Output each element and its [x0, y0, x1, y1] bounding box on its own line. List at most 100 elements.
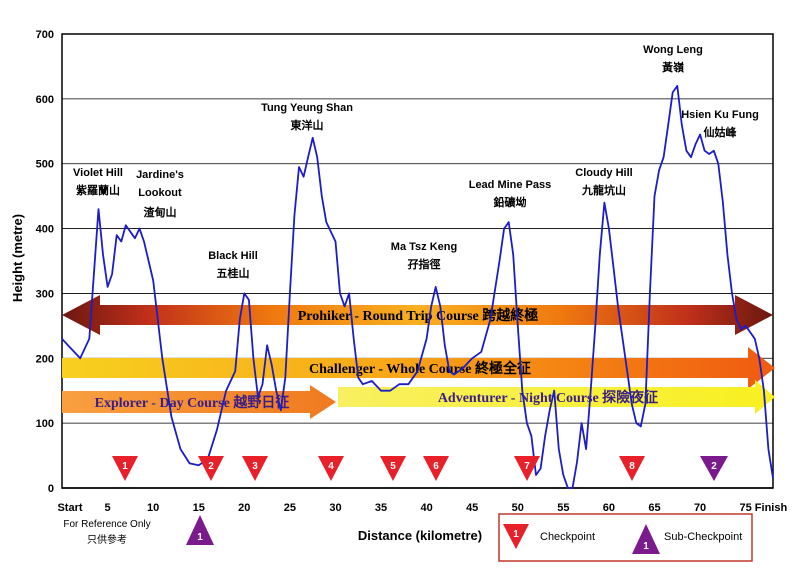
- peak-label-violet-hill: Violet Hill: [73, 167, 123, 179]
- peak-label-jardines: Jardine's: [136, 169, 184, 181]
- peak-label-wong-leng-zh: 黃嶺: [661, 60, 684, 74]
- checkpoint-number: 5: [390, 461, 396, 472]
- reference-note-en: For Reference Only: [63, 519, 150, 530]
- checkpoint-4: 4: [318, 456, 344, 481]
- peak-label-ma-tsz-keng-zh: 孖指徑: [408, 257, 441, 271]
- peak-labels: Violet Hill 紫羅蘭山 Jardine's Lookout 渣甸山 B…: [73, 44, 759, 280]
- sub-checkpoint-number: 2: [711, 461, 717, 472]
- x-tick-label: Finish: [755, 502, 788, 514]
- checkpoint-number: 6: [433, 461, 439, 472]
- peak-label-jardines-zh: 渣甸山: [144, 205, 177, 219]
- explorer-arrow-shape: [62, 385, 336, 419]
- checkpoint-2: 2: [198, 456, 224, 481]
- x-tick-label: 25: [284, 502, 296, 514]
- checkpoint-marker: [514, 456, 540, 481]
- y-tick-label: 700: [36, 29, 54, 41]
- peak-label-ma-tsz-keng: Ma Tsz Keng: [391, 241, 457, 253]
- course-arrow-prohiker: Prohiker - Round Trip Course 跨越終極: [62, 295, 773, 335]
- checkpoint-5: 5: [380, 456, 406, 481]
- peak-label-tung-yeung-shan-zh: 東洋山: [291, 118, 324, 132]
- reference-note-zh: 只供參考: [87, 533, 127, 546]
- legend-box: [498, 513, 753, 562]
- y-tick-label: 100: [36, 418, 54, 430]
- checkpoint-6: 6: [423, 456, 449, 481]
- adventurer-label: Adventurer - Night Course 探險夜征: [438, 389, 658, 406]
- x-tick-label: 45: [466, 502, 478, 514]
- x-axis-ticks: Start 5 10 15 20 25 30 35 40 45 50 55 60 65 70 75 Finish: [57, 502, 787, 514]
- checkpoint-number: 8: [629, 461, 635, 472]
- checkpoint-marker: [380, 456, 406, 481]
- x-axis-title: Distance (kilometre): [358, 528, 482, 543]
- explorer-label: Explorer - Day Course 越野日征: [95, 394, 290, 411]
- elevation-profile-line: [61, 85, 774, 489]
- legend-checkpoint-number: 1: [513, 529, 519, 540]
- y-tick-label: 0: [48, 483, 54, 495]
- x-tick-label: 75: [740, 502, 752, 514]
- course-arrow-adventurer: Adventurer - Night Course 探險夜征: [338, 380, 775, 414]
- plot-frame: [61, 33, 774, 489]
- sub-checkpoints: 2 1: [186, 456, 728, 545]
- x-tick-label: 35: [375, 502, 387, 514]
- course-arrow-explorer: Explorer - Day Course 越野日征: [62, 385, 336, 419]
- peak-label-lead-mine-pass: Lead Mine Pass: [469, 179, 552, 191]
- checkpoint-number: 7: [524, 461, 530, 472]
- peak-label-lead-mine-pass-zh: 鉛礦坳: [494, 195, 527, 209]
- checkpoint-marker: [112, 456, 138, 481]
- y-axis-ticks: 0 100 200 300 400 500 600 700: [36, 29, 54, 495]
- sub-checkpoint-1: 1: [186, 515, 214, 545]
- checkpoint-1: 1: [112, 456, 138, 481]
- x-tick-label: Start: [57, 502, 82, 514]
- checkpoint-number: 4: [328, 461, 334, 472]
- legend-sub-checkpoint-number: 1: [643, 541, 649, 552]
- legend-sub-checkpoint-label: Sub-Checkpoint: [664, 531, 742, 543]
- legend: 1 Checkpoint 1 Sub-Checkpoint: [498, 513, 753, 562]
- checkpoint-7: 7: [514, 456, 540, 481]
- checkpoint-marker: [242, 456, 268, 481]
- x-tick-label: 60: [603, 502, 615, 514]
- y-tick-label: 200: [36, 353, 54, 365]
- x-tick-label: 10: [147, 502, 159, 514]
- y-tick-label: 300: [36, 288, 54, 300]
- checkpoint-3: 3: [242, 456, 268, 481]
- challenger-label: Challenger - Whole Course 終極全征: [309, 360, 531, 377]
- sub-checkpoint-number: 1: [197, 532, 203, 543]
- prohiker-label: Prohiker - Round Trip Course 跨越終極: [298, 307, 539, 324]
- y-axis-title: Height (metre): [10, 214, 25, 302]
- peak-label-tung-yeung-shan: Tung Yeung Shan: [261, 102, 353, 114]
- checkpoint-number: 1: [122, 461, 128, 472]
- sub-checkpoint-marker: [186, 515, 214, 545]
- peak-label-hsien-ku-fung-zh: 仙姑峰: [704, 125, 738, 139]
- checkpoint-marker: [423, 456, 449, 481]
- peak-label-black-hill: Black Hill: [208, 250, 258, 262]
- y-tick-label: 400: [36, 224, 54, 236]
- legend-checkpoint-marker: [503, 524, 529, 549]
- peak-label-jardines-line2: Lookout: [138, 187, 182, 199]
- legend-sub-checkpoint-marker: [632, 524, 660, 554]
- peak-label-cloudy-hill: Cloudy Hill: [575, 167, 632, 179]
- sub-checkpoint-marker: [700, 456, 728, 481]
- peak-label-hsien-ku-fung: Hsien Ku Fung: [681, 109, 759, 121]
- x-tick-label: 40: [420, 502, 432, 514]
- peak-label-cloudy-hill-zh: 九龍坑山: [581, 183, 626, 197]
- checkpoint-marker: [318, 456, 344, 481]
- peak-label-violet-hill-zh: 紫羅蘭山: [76, 183, 120, 197]
- y-tick-label: 600: [36, 94, 54, 106]
- checkpoint-number: 3: [252, 461, 258, 472]
- x-tick-label: 55: [557, 502, 569, 514]
- sub-checkpoint-2: 2: [700, 456, 728, 481]
- x-tick-label: 5: [105, 502, 111, 514]
- checkpoint-number: 2: [208, 461, 214, 472]
- x-tick-label: 15: [193, 502, 205, 514]
- x-tick-label: 20: [238, 502, 250, 514]
- checkpoints: 1 2 3 4 5 6 7 8: [112, 456, 645, 481]
- checkpoint-marker: [619, 456, 645, 481]
- peak-label-black-hill-zh: 五桂山: [217, 266, 250, 280]
- x-tick-label: 70: [694, 502, 706, 514]
- checkpoint-8: 8: [619, 456, 645, 481]
- x-tick-label: 50: [512, 502, 524, 514]
- peak-label-wong-leng: Wong Leng: [643, 44, 703, 56]
- adventurer-arrow-shape: [338, 380, 775, 414]
- x-tick-label: 30: [329, 502, 341, 514]
- y-tick-label: 500: [36, 159, 54, 171]
